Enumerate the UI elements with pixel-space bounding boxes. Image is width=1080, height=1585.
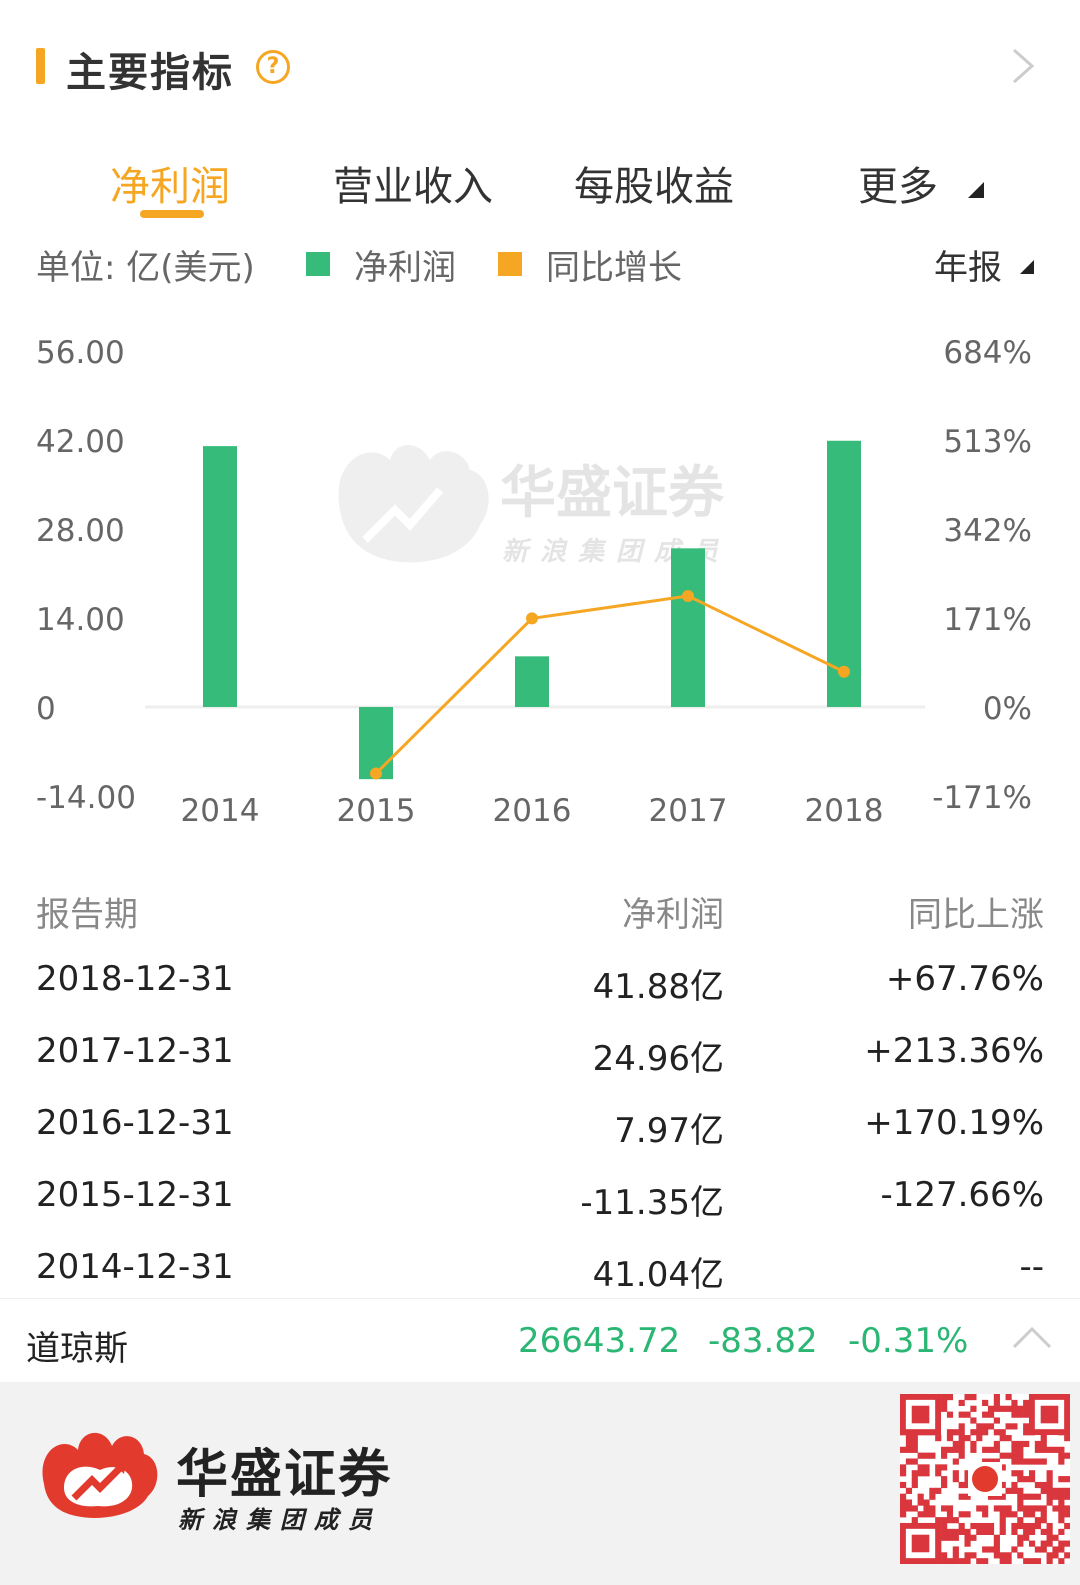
- legend-label-net-profit: 净利润: [354, 248, 456, 288]
- section-accent-bar: [36, 48, 45, 84]
- bar: [827, 440, 861, 707]
- index-ticker-bar[interactable]: 道琼斯 26643.72 -83.82 -0.31%: [0, 1298, 1080, 1382]
- chevron-right-icon[interactable]: [1002, 44, 1042, 88]
- indicator-tabs: 净利润 营业收入 每股收益 更多: [0, 150, 1080, 230]
- row-profit: 7.97亿: [614, 1111, 724, 1151]
- row-change: --: [1019, 1247, 1044, 1287]
- table-row: 2015-12-31 -11.35亿 -127.66%: [0, 1175, 1080, 1245]
- legend-swatch-yoy: [498, 252, 522, 276]
- row-date: 2014-12-31: [36, 1247, 234, 1287]
- tab-net-profit[interactable]: 净利润: [110, 164, 230, 210]
- bar: [203, 446, 237, 707]
- line-point: [838, 665, 850, 678]
- table-header-row: 报告期 净利润 同比上涨: [0, 887, 1080, 957]
- brand-banner: 华盛证券 新浪集团成员: [0, 1382, 1080, 1585]
- index-price: 26643.72: [518, 1321, 681, 1361]
- y-tick-label-left: 28.00: [36, 513, 125, 549]
- index-percent: -0.31%: [848, 1321, 969, 1361]
- active-tab-indicator: [140, 210, 204, 218]
- x-tick-label: 2015: [337, 793, 416, 829]
- chart-legend-row: 单位: 亿(美元) 净利润 同比增长 年报: [0, 240, 1080, 290]
- index-change: -83.82: [708, 1321, 818, 1361]
- series-line-yoy: [374, 594, 845, 775]
- x-tick-label: 2017: [649, 793, 728, 829]
- y-tick-label-left: -14.00: [36, 780, 136, 816]
- bar: [359, 707, 393, 780]
- legend-swatch-net-profit: [306, 252, 330, 276]
- tab-more[interactable]: 更多: [858, 164, 938, 210]
- row-date: 2016-12-31: [36, 1103, 234, 1143]
- banner-sub: 新浪集团成员: [178, 1506, 382, 1534]
- row-profit: 41.88亿: [592, 967, 724, 1007]
- header-period: 报告期: [36, 895, 138, 935]
- x-tick-label: 2016: [493, 793, 572, 829]
- more-caret-icon[interactable]: [968, 182, 984, 198]
- row-date: 2017-12-31: [36, 1031, 234, 1071]
- y-tick-label-left: 56.00: [36, 335, 125, 371]
- row-date: 2018-12-31: [36, 959, 234, 999]
- y-tick-label-left: 0: [36, 691, 56, 727]
- table-row: 2018-12-31 41.88亿 +67.76%: [0, 959, 1080, 1029]
- line-point: [370, 767, 382, 780]
- index-name: 道琼斯: [26, 1329, 128, 1369]
- help-icon[interactable]: ?: [256, 50, 290, 84]
- net-profit-chart: 华盛证券 新浪集团成员 56.00 42.00 28.00 14.00 0 -14.00 6…: [0, 300, 1080, 860]
- bar: [515, 656, 549, 707]
- watermark-logo-icon: [338, 445, 489, 563]
- chevron-up-icon[interactable]: [1010, 1323, 1054, 1353]
- row-profit: -11.35亿: [580, 1183, 724, 1223]
- tab-eps[interactable]: 每股收益: [574, 164, 734, 210]
- y-tick-label-right: 171%: [943, 602, 1032, 638]
- row-change: +67.76%: [885, 959, 1044, 999]
- table-row: 2014-12-31 41.04亿 --: [0, 1247, 1080, 1317]
- row-change: -127.66%: [880, 1175, 1044, 1215]
- legend-label-yoy: 同比增长: [546, 248, 682, 288]
- x-tick-label: 2014: [181, 793, 260, 829]
- watermark-brand: 华盛证券: [500, 461, 725, 526]
- line-point: [526, 612, 538, 625]
- line-point: [682, 589, 694, 602]
- chart-svg: 华盛证券 新浪集团成员 56.0042.0028.0014.000-14.006…: [36, 335, 1032, 829]
- y-tick-label-right: 684%: [943, 335, 1032, 371]
- bar: [671, 548, 705, 707]
- qr-code-icon[interactable]: [900, 1394, 1070, 1564]
- table-row: 2017-12-31 24.96亿 +213.36%: [0, 1031, 1080, 1101]
- header-change: 同比上涨: [908, 895, 1044, 935]
- period-caret-icon[interactable]: [1020, 260, 1034, 274]
- row-date: 2015-12-31: [36, 1175, 234, 1215]
- y-tick-label-left: 42.00: [36, 424, 125, 460]
- tab-revenue[interactable]: 营业收入: [333, 164, 493, 210]
- y-tick-label-left: 14.00: [36, 602, 125, 638]
- huasheng-logo-icon: [42, 1432, 158, 1518]
- y-tick-label-right: 0%: [983, 691, 1032, 727]
- row-profit: 41.04亿: [592, 1255, 724, 1295]
- row-change: +213.36%: [864, 1031, 1044, 1071]
- x-tick-label: 2018: [805, 793, 884, 829]
- unit-label: 单位: 亿(美元): [36, 248, 255, 288]
- period-selector[interactable]: 年报: [934, 248, 1002, 288]
- row-profit: 24.96亿: [592, 1039, 724, 1079]
- section-title: 主要指标: [66, 50, 234, 96]
- y-tick-label-right: 342%: [943, 513, 1032, 549]
- header-profit: 净利润: [622, 895, 724, 935]
- y-tick-label-right: -171%: [932, 780, 1032, 816]
- row-change: +170.19%: [864, 1103, 1044, 1143]
- table-row: 2016-12-31 7.97亿 +170.19%: [0, 1103, 1080, 1173]
- y-tick-label-right: 513%: [943, 424, 1032, 460]
- section-header: 主要指标 ?: [0, 0, 1080, 130]
- banner-brand: 华盛证券: [176, 1445, 393, 1505]
